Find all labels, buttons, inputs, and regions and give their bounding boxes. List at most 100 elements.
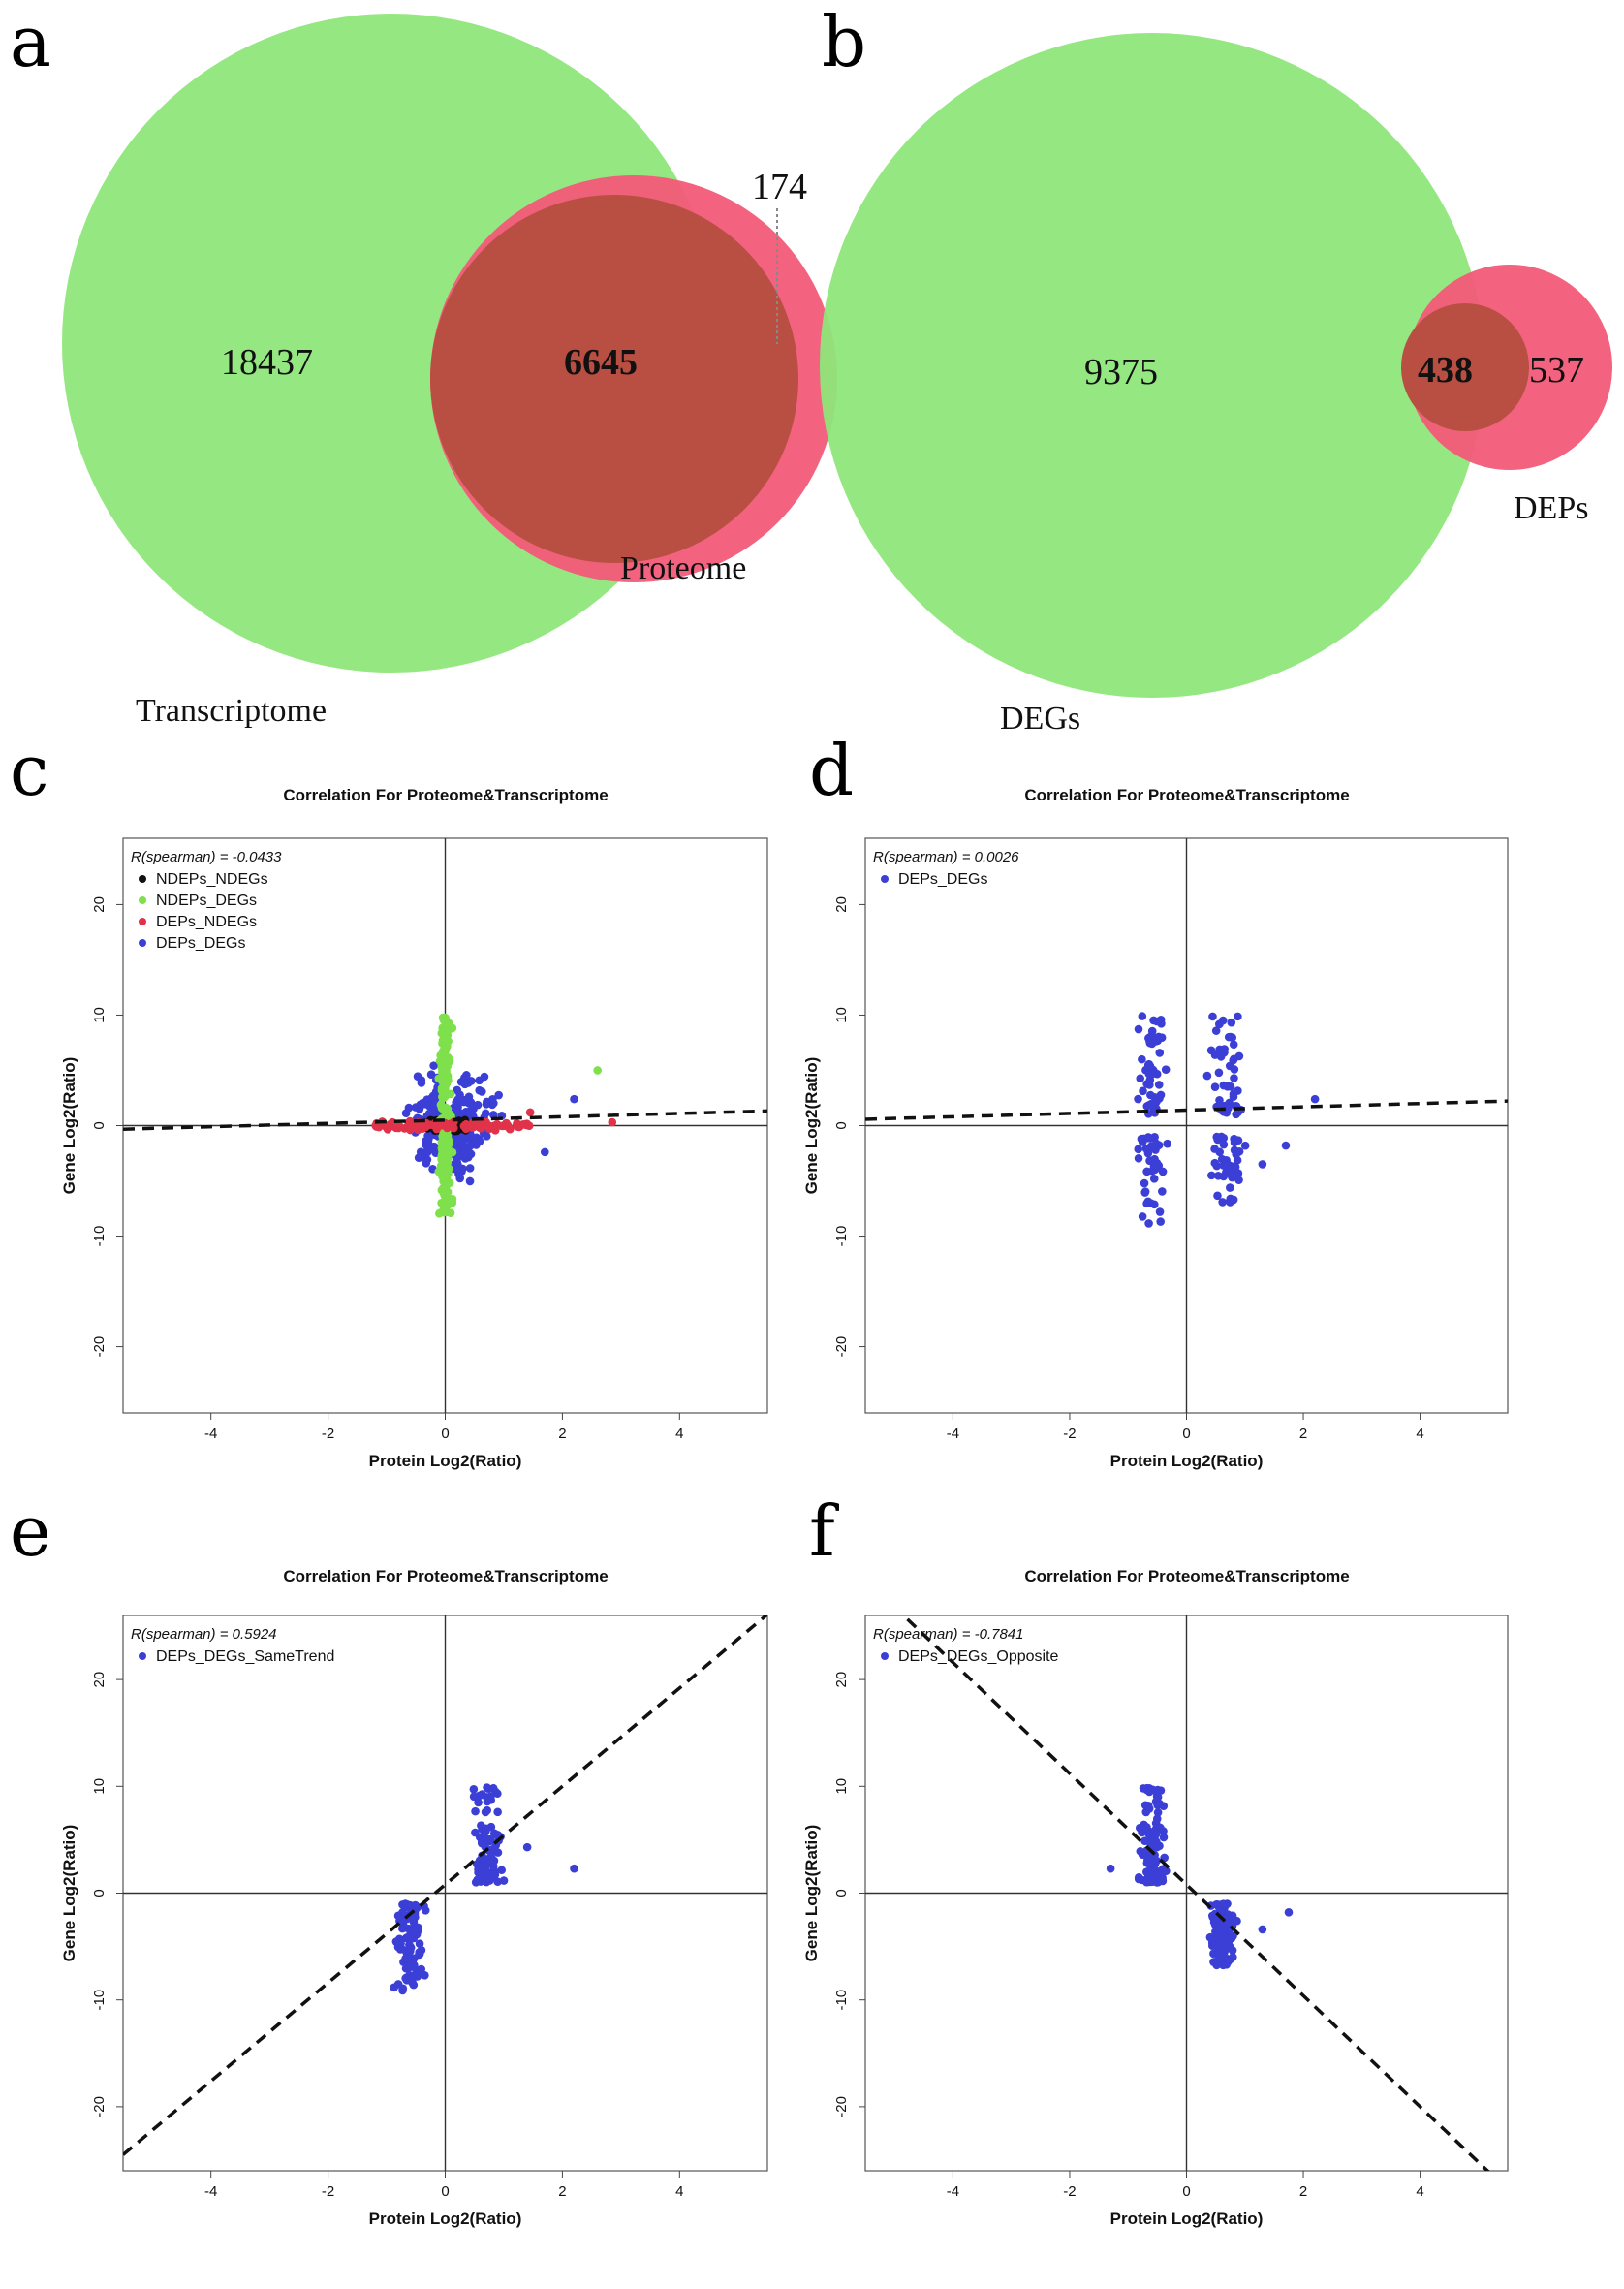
point-ndeps-degs xyxy=(441,1196,450,1205)
point-deps-degs-opposite xyxy=(1153,1808,1163,1817)
deps-label: DEPs xyxy=(1514,490,1588,526)
point-deps-degs xyxy=(482,1100,491,1109)
point-deps-degs xyxy=(482,1132,491,1141)
point-deps-degs-opposite xyxy=(1148,1785,1157,1795)
point-deps-degs-sametrend xyxy=(490,1870,500,1879)
point-deps-degs xyxy=(1207,1171,1216,1180)
point-ndeps-degs xyxy=(442,1133,451,1143)
point-deps-degs xyxy=(455,1090,464,1100)
point-deps-degs xyxy=(1230,1074,1238,1082)
venn-panel-b: b 9375 438 537 DEPs DEGs xyxy=(820,1,1612,737)
point-deps-degs xyxy=(460,1080,470,1089)
x-tick-label: 0 xyxy=(441,1426,449,1442)
point-deps-degs xyxy=(1231,1162,1240,1172)
x-tick-label: 4 xyxy=(1416,1426,1423,1442)
scatter-panel-f: Correlation For Proteome&Transcriptome -4… xyxy=(802,1567,1509,2228)
point-deps-degs xyxy=(1217,1154,1227,1164)
point-deps-degs-opposite xyxy=(1143,1858,1153,1866)
y-tick-label: -20 xyxy=(91,2096,108,2117)
y-tick-label: -10 xyxy=(833,1990,850,2011)
point-deps-degs-sametrend xyxy=(469,1792,479,1802)
panel-letter-c: c xyxy=(10,730,48,811)
y-tick-label: 0 xyxy=(833,1121,850,1129)
extra-point xyxy=(1284,1908,1294,1917)
point-deps-degs xyxy=(1234,1012,1242,1021)
point-deps-degs xyxy=(1154,1081,1164,1089)
scatter-panel-d: Correlation For Proteome&Transcriptome -4… xyxy=(802,786,1509,1470)
transcriptome-label: Transcriptome xyxy=(136,693,327,729)
point-deps-degs-opposite xyxy=(1214,1934,1224,1944)
data-points xyxy=(123,1615,767,2156)
point-deps-degs-opposite xyxy=(1148,1877,1158,1886)
point-deps-ndegs xyxy=(400,1124,409,1133)
point-deps-degs xyxy=(1230,1138,1239,1147)
point-ndeps-degs xyxy=(440,1035,449,1045)
point-deps-degs-opposite xyxy=(1141,1807,1151,1817)
panel-letter-b: b xyxy=(822,1,866,82)
point-deps-degs xyxy=(481,1109,490,1118)
point-deps-degs xyxy=(1134,1094,1142,1104)
point-deps-degs xyxy=(1211,1026,1221,1035)
point-ndeps-degs xyxy=(438,1148,447,1157)
point-deps-degs xyxy=(1155,1207,1165,1216)
point-deps-degs xyxy=(1158,1167,1168,1176)
legend-marker xyxy=(139,918,146,925)
point-deps-degs-sametrend xyxy=(497,1866,507,1875)
chart-title: Correlation For Proteome&Transcriptome xyxy=(283,786,608,804)
point-deps-degs-sametrend xyxy=(411,1972,421,1981)
point-ndeps-degs xyxy=(442,1019,452,1028)
point-deps-degs xyxy=(1229,1092,1238,1101)
point-deps-degs-sametrend xyxy=(484,1876,494,1885)
point-deps-degs xyxy=(466,1132,476,1141)
x-tick-label: 0 xyxy=(441,2183,449,2200)
point-deps-degs xyxy=(455,1174,465,1183)
point-deps-degs xyxy=(1226,1032,1235,1042)
point-deps-degs xyxy=(1213,1191,1222,1201)
point-deps-degs xyxy=(1234,1176,1243,1184)
x-tick-label: -4 xyxy=(947,1426,959,1442)
point-deps-degs xyxy=(1210,1050,1220,1059)
point-deps-degs-opposite xyxy=(1225,1942,1234,1952)
point-deps-degs xyxy=(1210,1158,1220,1168)
data-points xyxy=(900,1615,1490,2171)
point-deps-degs xyxy=(473,1100,483,1110)
overlap-region-a xyxy=(430,195,798,563)
point-deps-degs-sametrend xyxy=(421,1970,429,1980)
point-deps-degs xyxy=(1219,1133,1229,1143)
point-deps-degs-opposite xyxy=(1155,1823,1165,1833)
x-axis-label: Protein Log2(Ratio) xyxy=(369,1452,522,1470)
point-deps-degs xyxy=(1215,1095,1224,1105)
point-deps-ndegs xyxy=(514,1121,522,1131)
regression-line xyxy=(865,1099,1508,1121)
point-deps-degs xyxy=(423,1142,432,1150)
point-deps-degs xyxy=(1145,1134,1155,1143)
point-deps-degs xyxy=(1240,1141,1250,1150)
point-deps-degs xyxy=(466,1108,476,1116)
x-tick-label: -2 xyxy=(322,2183,334,2200)
panel-letter-f: f xyxy=(809,1490,839,1572)
point-deps-degs xyxy=(465,1164,475,1173)
point-deps-degs xyxy=(1218,1198,1227,1207)
point-ndeps-degs xyxy=(440,1104,450,1113)
point-deps-degs xyxy=(1214,1068,1224,1078)
point-deps-degs-opposite xyxy=(1207,1941,1217,1951)
point-deps-degs xyxy=(1134,1144,1143,1154)
y-tick-label: 0 xyxy=(833,1889,850,1897)
point-deps-degs-sametrend xyxy=(415,1939,424,1949)
point-deps-degs-opposite xyxy=(1135,1823,1144,1833)
point-deps-degs-opposite xyxy=(1152,1856,1162,1866)
point-deps-degs xyxy=(462,1071,471,1080)
point-deps-degs-sametrend xyxy=(488,1862,498,1871)
legend-label: NDEPs_DEGs xyxy=(156,893,257,909)
chart-title: Correlation For Proteome&Transcriptome xyxy=(1024,1567,1349,1585)
point-deps-degs xyxy=(1147,1039,1157,1049)
legend-marker xyxy=(139,1652,146,1660)
point-deps-degs-opposite xyxy=(1145,1870,1154,1880)
spearman-annotation: R(spearman) = 0.0026 xyxy=(873,849,1019,865)
y-axis-label: Gene Log2(Ratio) xyxy=(60,1825,78,1962)
point-deps-degs xyxy=(1149,1175,1159,1183)
legend-marker xyxy=(881,1652,889,1660)
point-deps-degs-sametrend xyxy=(408,1960,418,1969)
point-deps-degs xyxy=(1137,1134,1146,1144)
chart-title: Correlation For Proteome&Transcriptome xyxy=(283,1567,608,1585)
